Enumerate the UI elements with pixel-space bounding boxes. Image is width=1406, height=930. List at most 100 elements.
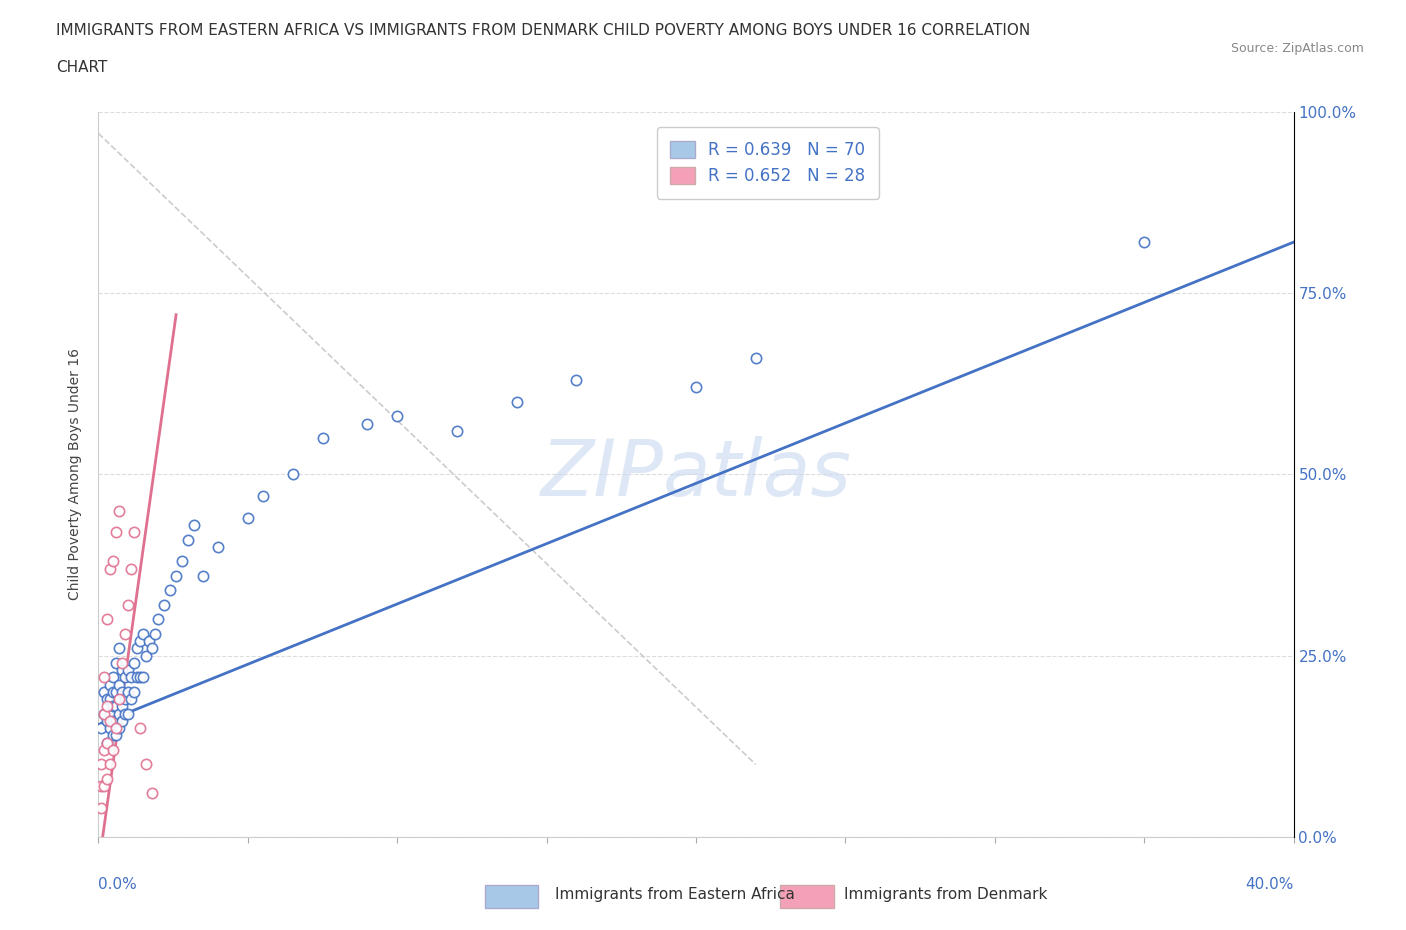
- Point: [96, 736, 118, 751]
- Point: [98, 713, 122, 728]
- Point: [745, 351, 768, 365]
- Point: [108, 641, 131, 656]
- Point: [96, 772, 118, 787]
- Point: [111, 713, 134, 728]
- Point: [108, 692, 131, 707]
- Point: [446, 423, 468, 438]
- Text: Immigrants from Eastern Africa: Immigrants from Eastern Africa: [555, 887, 796, 902]
- Point: [90, 778, 112, 793]
- Point: [506, 394, 529, 409]
- Point: [98, 706, 122, 721]
- Point: [311, 431, 333, 445]
- Point: [108, 706, 131, 721]
- Point: [108, 677, 131, 692]
- Point: [183, 518, 205, 533]
- Point: [96, 612, 118, 627]
- Point: [114, 692, 136, 707]
- Point: [90, 801, 112, 816]
- Point: [111, 663, 134, 678]
- Point: [90, 721, 112, 736]
- Point: [98, 677, 122, 692]
- Point: [105, 713, 128, 728]
- Point: [148, 612, 170, 627]
- Point: [117, 597, 139, 612]
- Point: [108, 721, 131, 736]
- Point: [159, 583, 181, 598]
- Text: 40.0%: 40.0%: [1246, 877, 1294, 892]
- Text: 0.0%: 0.0%: [98, 877, 138, 892]
- Point: [141, 786, 163, 801]
- Point: [252, 488, 274, 503]
- Point: [129, 721, 152, 736]
- Point: [129, 670, 152, 684]
- Point: [93, 742, 115, 757]
- Point: [105, 656, 128, 671]
- Point: [207, 539, 229, 554]
- Point: [111, 656, 134, 671]
- Text: ZIPatlas: ZIPatlas: [540, 436, 852, 512]
- Point: [96, 692, 118, 707]
- Point: [114, 670, 136, 684]
- Point: [103, 699, 125, 714]
- Point: [96, 699, 118, 714]
- Point: [165, 568, 187, 583]
- Point: [385, 409, 409, 424]
- Point: [108, 503, 131, 518]
- Point: [236, 511, 259, 525]
- Y-axis label: Child Poverty Among Boys Under 16: Child Poverty Among Boys Under 16: [69, 349, 83, 600]
- Point: [93, 706, 115, 721]
- Legend: R = 0.639   N = 70, R = 0.652   N = 28: R = 0.639 N = 70, R = 0.652 N = 28: [657, 127, 879, 198]
- Point: [141, 641, 163, 656]
- Point: [103, 670, 125, 684]
- Point: [124, 656, 146, 671]
- Text: IMMIGRANTS FROM EASTERN AFRICA VS IMMIGRANTS FROM DENMARK CHILD POVERTY AMONG BO: IMMIGRANTS FROM EASTERN AFRICA VS IMMIGR…: [56, 23, 1031, 38]
- Point: [98, 692, 122, 707]
- Point: [153, 597, 176, 612]
- Point: [120, 692, 142, 707]
- Point: [120, 670, 142, 684]
- Point: [103, 713, 125, 728]
- Point: [138, 633, 160, 648]
- Point: [114, 627, 136, 642]
- Point: [117, 663, 139, 678]
- Point: [565, 373, 588, 388]
- Point: [93, 670, 115, 684]
- Point: [117, 706, 139, 721]
- Point: [105, 684, 128, 699]
- Point: [1133, 234, 1156, 249]
- Point: [127, 641, 149, 656]
- Point: [172, 554, 194, 569]
- Point: [685, 379, 707, 394]
- Point: [114, 706, 136, 721]
- Point: [96, 736, 118, 751]
- Point: [120, 561, 142, 576]
- Point: [191, 568, 214, 583]
- Point: [105, 525, 128, 539]
- Point: [132, 670, 155, 684]
- Point: [143, 627, 166, 642]
- Point: [103, 742, 125, 757]
- Point: [135, 648, 157, 663]
- Point: [93, 684, 115, 699]
- Point: [129, 633, 152, 648]
- Point: [98, 757, 122, 772]
- Point: [132, 627, 155, 642]
- Point: [356, 416, 378, 431]
- Point: [93, 778, 115, 793]
- Point: [98, 721, 122, 736]
- Point: [111, 684, 134, 699]
- Point: [111, 699, 134, 714]
- Text: Immigrants from Denmark: Immigrants from Denmark: [844, 887, 1047, 902]
- Text: Source: ZipAtlas.com: Source: ZipAtlas.com: [1230, 42, 1364, 55]
- Point: [281, 467, 304, 482]
- Point: [90, 757, 112, 772]
- Point: [105, 721, 128, 736]
- Point: [93, 706, 115, 721]
- Point: [117, 684, 139, 699]
- Point: [177, 532, 200, 547]
- Point: [124, 525, 146, 539]
- Point: [96, 713, 118, 728]
- Point: [103, 554, 125, 569]
- Point: [124, 684, 146, 699]
- Point: [105, 699, 128, 714]
